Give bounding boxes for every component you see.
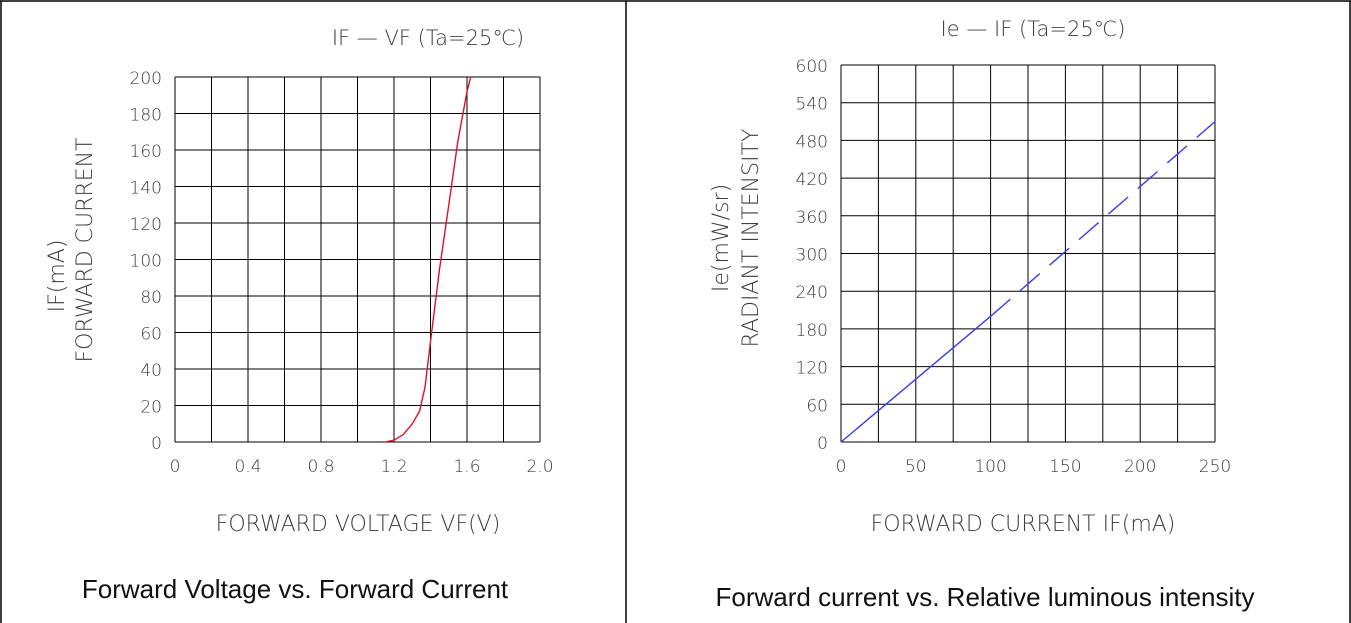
y-tick-labels: 0 60 120 180 240 300 360 420 480 540 600 — [796, 57, 828, 454]
series-line — [840, 315, 992, 443]
y-tick-label: 0 — [151, 434, 162, 454]
y-tick-label: 20 — [140, 398, 162, 418]
y-tick-label: 80 — [140, 288, 162, 308]
y-tick-label: 360 — [796, 208, 828, 228]
plot-grid — [174, 76, 541, 443]
x-tick-label: 0.4 — [234, 457, 261, 477]
y-tick-label: 0 — [817, 434, 828, 454]
caption-right: Forward current vs. Relative luminous in… — [716, 582, 1255, 612]
y-tick-labels: 0 20 40 60 80 100 120 140 160 180 200 — [130, 69, 162, 454]
x-tick-labels: 0 0.4 0.8 1.2 1.6 2.0 — [170, 457, 554, 477]
y-tick-label: 540 — [796, 95, 828, 115]
x-axis-label: FORWARD VOLTAGE VF(V) — [216, 512, 501, 537]
series-line-dashed — [990, 121, 1216, 317]
y-tick-label: 120 — [796, 359, 828, 379]
x-tick-label: 250 — [1199, 457, 1231, 477]
chart-title: IF — VF (Ta=25℃) — [332, 26, 524, 50]
x-tick-label: 200 — [1124, 457, 1156, 477]
y-tick-label: 180 — [796, 321, 828, 341]
x-tick-label: 150 — [1049, 457, 1081, 477]
chart-if-vf: IF — VF (Ta=25℃) 0 20 40 60 80 100 120 140 160 18… — [45, 26, 554, 537]
x-tick-label: 50 — [905, 457, 927, 477]
x-tick-label: 100 — [974, 457, 1006, 477]
y-tick-label: 480 — [796, 132, 828, 152]
y-tick-label: 60 — [806, 396, 828, 416]
chart-title: Ie — IF (Ta=25℃) — [941, 17, 1126, 41]
series-lines — [840, 121, 1216, 443]
y-axis-label-unit: Ie(mW/sr) — [709, 184, 734, 292]
y-tick-label: 60 — [140, 325, 162, 345]
x-tick-label: 0.8 — [307, 457, 334, 477]
y-tick-label: 600 — [796, 57, 828, 77]
x-axis-label: FORWARD CURRENT IF(mA) — [871, 512, 1176, 537]
y-tick-label: 240 — [796, 283, 828, 303]
x-tick-label: 2.0 — [526, 457, 553, 477]
y-axis-label-name: FORWARD CURRENT — [73, 137, 98, 362]
x-tick-label: 0 — [170, 457, 181, 477]
series-lines — [384, 76, 472, 443]
y-axis-label-unit: IF(mA) — [45, 240, 70, 313]
chart-ie-if: Ie — IF (Ta=25℃) 0 60 120 180 240 300 360 420 48… — [709, 17, 1231, 537]
y-tick-label: 120 — [130, 215, 162, 235]
x-tick-label: 1.2 — [380, 457, 407, 477]
y-tick-label: 100 — [130, 252, 162, 272]
plot-grid — [840, 64, 1216, 443]
caption-left: Forward Voltage vs. Forward Current — [82, 574, 509, 604]
x-tick-label: 1.6 — [453, 457, 480, 477]
x-tick-label: 0 — [836, 457, 847, 477]
y-tick-label: 180 — [130, 106, 162, 126]
y-tick-label: 40 — [140, 361, 162, 381]
x-tick-labels: 0 50 100 150 200 250 — [836, 457, 1232, 477]
y-tick-label: 140 — [130, 179, 162, 199]
y-tick-label: 420 — [796, 170, 828, 190]
y-tick-label: 200 — [130, 69, 162, 89]
y-tick-label: 300 — [796, 246, 828, 266]
series-line — [384, 76, 472, 443]
y-tick-label: 160 — [130, 142, 162, 162]
y-axis-label-name: RADIANT INTENSITY — [739, 129, 764, 348]
